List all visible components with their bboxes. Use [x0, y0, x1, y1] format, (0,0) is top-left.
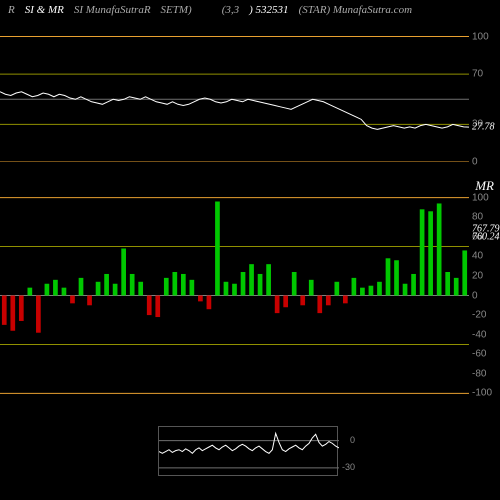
- rsi-current-value: 27.78: [472, 122, 495, 133]
- mr-tick: 100: [472, 192, 489, 203]
- mr-tick: 80: [472, 212, 483, 223]
- hdr-0: R: [8, 4, 15, 16]
- mr-tick: -100: [472, 388, 492, 399]
- mr-tick: -80: [472, 368, 486, 379]
- mr-tick: -60: [472, 349, 486, 360]
- mr-tick: -40: [472, 329, 486, 340]
- mr-tick: 0: [472, 290, 478, 301]
- mini-tick: -30: [342, 462, 355, 472]
- hdr-4: (3,3: [222, 4, 239, 16]
- mr-tick: 40: [472, 251, 483, 262]
- rsi-tick: 0: [472, 157, 478, 168]
- mr-value-label: 760.24: [472, 231, 500, 242]
- mini-tick: 0: [350, 435, 355, 445]
- rsi-tick: 70: [472, 69, 483, 80]
- mr-tick: -20: [472, 310, 486, 321]
- mr-panel: [0, 178, 469, 413]
- mr-tick: 20: [472, 270, 483, 281]
- hdr-1: SI & MR: [25, 4, 64, 16]
- rsi-panel: [0, 24, 469, 162]
- mini-panel: 0-30: [158, 426, 338, 476]
- hdr-6: (STAR) MunafaSutra.com: [299, 4, 412, 16]
- hdr-5: ) 532531: [249, 4, 288, 16]
- rsi-tick: 100: [472, 31, 489, 42]
- hdr-2: SI MunafaSutraR: [74, 4, 151, 16]
- hdr-3: SETM): [161, 4, 192, 16]
- chart-header: R SI & MR SI MunafaSutraR SETM) (3,3 ) 5…: [0, 0, 500, 20]
